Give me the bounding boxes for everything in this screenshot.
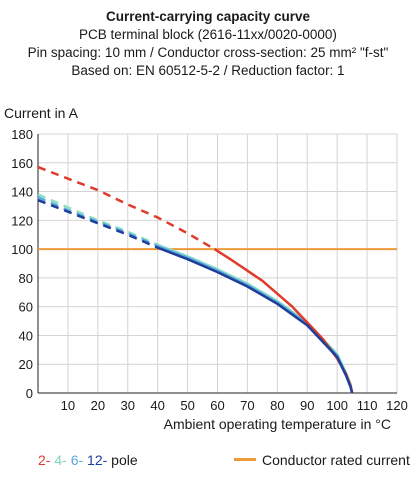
- legend-pole-12: 12-: [87, 452, 108, 468]
- x-tick-label: 80: [270, 398, 284, 413]
- legend-pole-2: 2-: [38, 452, 51, 468]
- series-2-pole-dashed: [37, 165, 216, 251]
- legend-pole-suffix: pole: [111, 452, 138, 468]
- x-tick-label: 90: [300, 398, 314, 413]
- x-tick-label: 70: [240, 398, 254, 413]
- series-2-pole-solid: [213, 248, 354, 394]
- chart-subtitle-3: Based on: EN 60512-5-2 / Reduction facto…: [71, 63, 345, 78]
- legend-rated-line: [234, 457, 256, 461]
- x-tick-label: 110: [357, 398, 378, 413]
- series-4-pole-dashed: [37, 193, 159, 246]
- chart-subtitle-2: Pin spacing: 10 mm / Conductor cross-sec…: [27, 45, 389, 60]
- series-4-pole-solid: [157, 243, 354, 394]
- chart-title: Current-carrying capacity curve: [105, 9, 311, 24]
- legend-rated-current: Conductor rated current: [234, 452, 410, 468]
- chart-plot: 0 20 40 60 80 100 120 140 160 180 10 20 30 40 50 60 70 80…: [4, 105, 408, 432]
- series-12-pole-dashed: [37, 199, 159, 249]
- y-tick-label: 20: [19, 357, 33, 372]
- y-tick-label: 180: [11, 127, 33, 142]
- legend-rated-label: Conductor rated current: [262, 452, 410, 468]
- chart-titles: Current-carrying capacity curve PCB term…: [0, 8, 416, 80]
- legend-pole-4: 4-: [54, 452, 67, 468]
- y-tick-label: 140: [11, 185, 33, 200]
- series-6-pole-solid: [157, 245, 354, 394]
- y-tick-label: 40: [19, 328, 33, 343]
- legend-poles: 2- 4- 6- 12- pole: [38, 452, 138, 468]
- y-axis-label: Current in A: [4, 105, 79, 121]
- y-tick-label: 100: [11, 242, 33, 257]
- x-tick-label: 50: [180, 398, 194, 413]
- y-tick-label: 60: [19, 300, 33, 315]
- series-6-pole-dashed: [37, 196, 159, 248]
- y-tick-label: 0: [26, 386, 33, 401]
- x-tick-label: 60: [210, 398, 224, 413]
- x-tick-label: 10: [61, 398, 75, 413]
- chart-subtitle-1: PCB terminal block (2616-11xx/0020-0000): [79, 27, 337, 42]
- y-tick-label: 160: [11, 156, 33, 171]
- y-tick-label: 80: [19, 271, 33, 286]
- legend-pole-6: 6-: [70, 452, 84, 468]
- x-tick-label: 40: [150, 398, 164, 413]
- x-tick-label: 30: [121, 398, 135, 413]
- x-tick-label: 20: [91, 398, 105, 413]
- series-12-pole-solid: [157, 246, 354, 394]
- y-tick-label: 120: [11, 213, 33, 228]
- x-tick-label: 120: [386, 398, 408, 413]
- x-axis-label: Ambient operating temperature in °C: [164, 416, 391, 432]
- x-tick-label: 100: [326, 398, 348, 413]
